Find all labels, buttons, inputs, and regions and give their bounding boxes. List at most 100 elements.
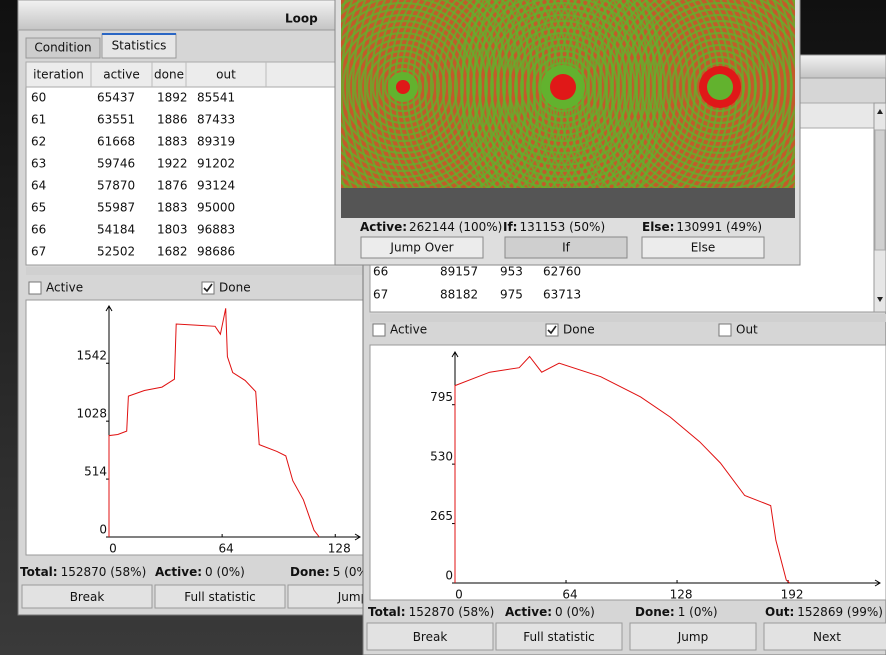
table-cell: 60	[31, 91, 46, 105]
checkbox[interactable]	[373, 324, 385, 336]
table-cell: 62	[31, 135, 46, 149]
checkbox[interactable]	[29, 282, 41, 294]
status-item: Total:152870 (58%)	[20, 565, 146, 579]
table-cell: 63551	[97, 113, 135, 127]
button-label: If	[562, 241, 571, 255]
y-tick-label: 265	[430, 509, 453, 523]
status-label: Done:	[290, 565, 330, 579]
table-cell: 57870	[97, 179, 135, 193]
column-header: active	[103, 68, 139, 82]
x-tick-label: 64	[218, 542, 233, 556]
popup-stat: Active:262144 (100%)	[360, 220, 502, 234]
x-tick-label: 192	[781, 588, 804, 602]
center-dot	[550, 74, 576, 100]
button-label: Else	[691, 241, 716, 255]
checkbox[interactable]	[719, 324, 731, 336]
status-value: 0 (0%)	[555, 605, 595, 619]
x-tick-label: 128	[328, 542, 351, 556]
center-dot	[707, 74, 733, 100]
checkbox-label: Out	[736, 323, 758, 337]
table-cell: 1803	[157, 223, 188, 237]
scrollbar-thumb[interactable]	[875, 130, 885, 250]
column-header: iteration	[33, 68, 84, 82]
table-cell: 62760	[543, 265, 581, 279]
table-cell: 953	[500, 265, 523, 279]
column-header: out	[216, 68, 236, 82]
button-label: Jump	[677, 630, 708, 644]
status-label: Active:	[155, 565, 202, 579]
status-item: Active:0 (0%)	[155, 565, 245, 579]
checkbox[interactable]	[546, 324, 558, 336]
table-cell: 975	[500, 288, 523, 302]
table-cell: 67	[373, 288, 388, 302]
x-tick-label: 128	[670, 588, 693, 602]
table-cell: 91202	[197, 157, 235, 171]
table-cell: 66	[31, 223, 46, 237]
y-tick-label: 0	[445, 569, 453, 583]
table-cell: 59746	[97, 157, 135, 171]
table-cell: 1682	[157, 245, 188, 259]
stat-label: Else:	[642, 220, 674, 234]
button-label: Break	[413, 630, 448, 644]
column-header: done	[154, 68, 184, 82]
table-cell: 63713	[543, 288, 581, 302]
status-value: 1 (0%)	[678, 605, 718, 619]
tab-label: Statistics	[112, 39, 167, 53]
table-cell: 65	[31, 201, 46, 215]
table-cell: 85541	[197, 91, 235, 105]
x-tick-label: 0	[109, 542, 117, 556]
status-value: 152870 (58%)	[61, 565, 147, 579]
table-cell: 1886	[157, 113, 188, 127]
table-cell: 66	[373, 265, 388, 279]
y-tick-label: 795	[430, 390, 453, 404]
table-cell: 1892	[157, 91, 188, 105]
status-item: Out:152869 (99%)	[765, 605, 883, 619]
screen: LoopConditionStatisticsiterationactivedo…	[0, 0, 886, 655]
status-label: Total:	[20, 565, 58, 579]
chart-area	[26, 300, 420, 555]
y-tick-label: 1028	[76, 407, 107, 421]
splitter	[26, 267, 420, 275]
status-label: Done:	[635, 605, 675, 619]
button-label: Next	[813, 630, 841, 644]
status-label: Out:	[765, 605, 794, 619]
checkbox-label: Done	[219, 281, 251, 295]
status-item: Total:152870 (58%)	[368, 605, 494, 619]
table-cell: 67	[31, 245, 46, 259]
y-tick-label: 514	[84, 465, 107, 479]
table-cell: 1876	[157, 179, 188, 193]
table-cell: 1883	[157, 201, 188, 215]
status-label: Active:	[505, 605, 552, 619]
button-label: Jump Over	[389, 241, 453, 255]
table-cell: 63	[31, 157, 46, 171]
checkbox[interactable]	[202, 282, 214, 294]
window-title: Loop	[285, 12, 318, 26]
table-cell: 61	[31, 113, 46, 127]
table-cell: 93124	[197, 179, 235, 193]
y-tick-label: 1542	[76, 349, 107, 363]
stat-label: If:	[503, 220, 517, 234]
status-label: Total:	[368, 605, 406, 619]
y-tick-label: 530	[430, 450, 453, 464]
status-value: 152869 (99%)	[797, 605, 883, 619]
stat-value: 131153 (50%)	[519, 220, 605, 234]
checkbox-label: Active	[390, 323, 427, 337]
table-cell: 54184	[97, 223, 135, 237]
table-cell: 98686	[197, 245, 235, 259]
table-cell: 88182	[440, 288, 478, 302]
table-cell: 61668	[97, 135, 135, 149]
checkbox-label: Active	[46, 281, 83, 295]
table-cell: 52502	[97, 245, 135, 259]
splitter	[370, 314, 886, 322]
table-cell: 65437	[97, 91, 135, 105]
stat-label: Active:	[360, 220, 407, 234]
status-value: 0 (0%)	[205, 565, 245, 579]
table-cell: 87433	[197, 113, 235, 127]
stat-value: 130991 (49%)	[676, 220, 762, 234]
table-cell: 1922	[157, 157, 188, 171]
button-label: Full statistic	[523, 630, 595, 644]
table-cell: 95000	[197, 201, 235, 215]
x-tick-label: 64	[562, 588, 577, 602]
y-tick-label: 0	[99, 523, 107, 537]
button-label: Break	[70, 590, 105, 604]
